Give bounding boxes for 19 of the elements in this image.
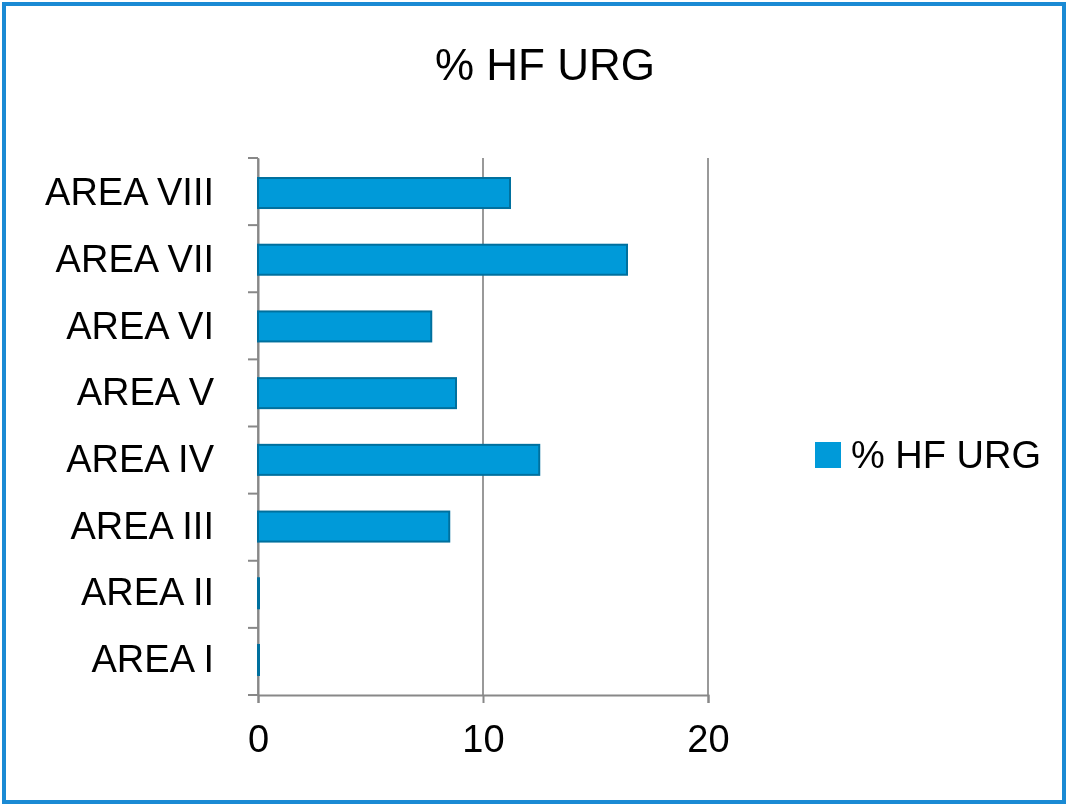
y-tick-label: AREA III xyxy=(70,504,214,547)
bar xyxy=(257,510,451,543)
y-tick-label: AREA IV xyxy=(66,438,215,481)
y-tick-label: AREA V xyxy=(76,371,215,414)
bar xyxy=(257,177,511,210)
chart-title: % HF URG xyxy=(435,40,655,89)
x-tick-label: 0 xyxy=(247,717,270,760)
y-tick-label: AREA II xyxy=(80,571,214,614)
legend-label: % HF URG xyxy=(851,434,1041,477)
y-tick-label: AREA VII xyxy=(55,237,214,280)
bar xyxy=(257,310,433,343)
y-tick-label: AREA VIII xyxy=(45,171,214,214)
x-tick-label: 10 xyxy=(462,717,505,760)
bar xyxy=(257,443,541,476)
x-tick-label: 20 xyxy=(687,717,730,760)
bar xyxy=(257,377,457,410)
y-tick-label: AREA I xyxy=(91,638,214,681)
y-tick-label: AREA VI xyxy=(66,304,214,347)
bar xyxy=(257,243,628,276)
